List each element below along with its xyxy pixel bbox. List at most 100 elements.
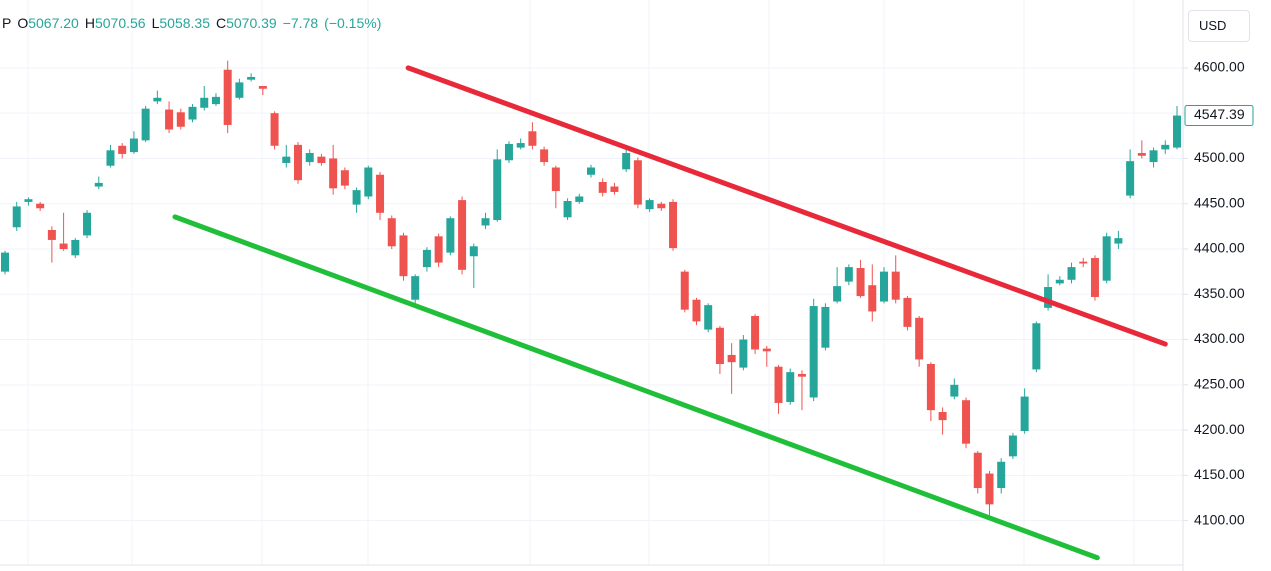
y-tick-label: 4500.00 [1194,149,1245,165]
candle-body [1079,261,1088,264]
candle-body [434,236,443,263]
y-tick-label: 4600.00 [1194,59,1245,75]
candle-body [282,156,291,163]
candle-body [481,218,490,226]
candle-body [1137,153,1146,156]
value: 5067.20 [28,15,79,31]
candle-body [762,348,771,352]
symbol: P [2,15,12,31]
candle-body [317,156,326,163]
candle-body [141,108,150,141]
candle-body [856,268,865,297]
candle-body [458,200,467,270]
y-tick-label: 4300.00 [1194,330,1245,346]
candle-body [915,317,924,360]
candle-body [833,286,842,302]
candle-body [176,112,185,127]
candle-body [622,153,631,170]
candle-body [1,252,9,272]
candle-body [751,316,760,350]
candle-body [387,218,396,247]
candle-body [446,218,455,253]
candle-body [352,190,361,205]
last-price-box [1184,105,1254,127]
candle-body [294,144,302,181]
candle-body [786,372,795,403]
candle-body [657,203,666,209]
candle-body [364,167,373,197]
candle-body [1020,396,1029,431]
candle-body [821,306,830,348]
y-tick-label: 4400.00 [1194,240,1245,256]
candle-body [844,267,853,282]
y-tick-label: 4350.00 [1194,285,1245,301]
value: 5058.35 [159,15,210,31]
candle-body [211,96,220,105]
candle-body [973,452,982,489]
candle-body [715,327,724,364]
candle-body [47,229,56,240]
candle-body [880,271,888,302]
candle-body [399,235,408,277]
candle-body [1114,238,1123,244]
value: 5070.56 [94,15,146,31]
candle-body [504,143,513,161]
candle-body [200,97,209,108]
y-tick-label: 4250.00 [1194,376,1245,392]
candle-body [305,153,314,163]
candle-body [985,473,994,505]
candle-body [340,170,349,186]
candle-body [36,203,45,209]
trendline [172,214,1100,561]
candle-body [83,212,92,236]
time-grid [27,0,1135,565]
candle-body [411,276,420,300]
candle-body [493,159,502,221]
candle-body [1032,323,1041,370]
candle-body [962,400,971,444]
label: C [215,15,227,31]
candle-body [1149,150,1158,163]
candle-body [704,305,713,330]
candle-body [809,306,818,398]
trendline [405,65,1168,347]
y-tick-label: 4200.00 [1194,421,1245,437]
candle-body [153,97,162,102]
value: 5070.39 [226,15,277,31]
candle-body [950,384,959,397]
candle-body [563,201,572,218]
candle-body [1044,287,1053,308]
candle-body [680,271,689,310]
candle-body [329,158,338,189]
candle-body [551,167,560,192]
candle-body [188,106,197,120]
candle-body [797,373,806,377]
candle-body [938,411,947,421]
candle-body [59,243,68,249]
candle-body [739,339,748,368]
candle-body [528,131,537,146]
candle-body [1090,258,1099,297]
label: H [84,15,95,31]
candle-body [247,76,256,80]
candle-body [235,82,244,98]
candle-body [1055,279,1064,284]
candle-body [997,461,1006,489]
candle-body [12,206,21,228]
candle-body [587,167,595,175]
candle-body [1067,267,1076,280]
candle-body [258,86,267,89]
candle-body [106,150,115,166]
candle-body [868,285,877,312]
label: L [151,15,160,31]
currency-button[interactable]: USD [1188,10,1250,42]
candle-body [727,354,736,363]
candle-body [516,143,525,148]
change: −7.78 [282,15,319,31]
candle-body [891,271,900,300]
candle-body [1173,115,1181,148]
y-tick-label: 4150.00 [1194,466,1245,482]
candle-body [223,69,232,125]
